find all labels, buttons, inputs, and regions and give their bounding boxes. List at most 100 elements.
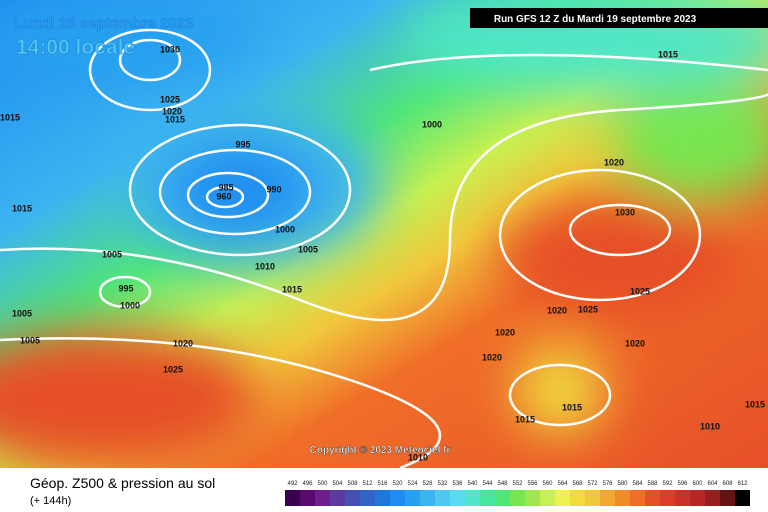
legend-title: Géop. Z500 & pression au sol: [30, 475, 215, 491]
colorbar-label: 568: [572, 481, 583, 487]
colorbar-label: 492: [287, 481, 298, 487]
isobar-label: 1020: [604, 157, 624, 167]
colorbar-label: 508: [347, 481, 358, 487]
colorbar-swatch: [360, 490, 375, 506]
colorbar-swatch: [585, 490, 600, 506]
isobar-label: 960: [216, 191, 231, 201]
colorbar-swatch: [615, 490, 630, 506]
colorbar-swatch: [735, 490, 750, 506]
colorbar-label: 552: [512, 481, 523, 487]
map-field: [0, 0, 768, 468]
colorbar-label: 592: [662, 481, 673, 487]
colorbar-swatch: [525, 490, 540, 506]
isobar-label: 1010: [408, 452, 428, 462]
colorbar-swatch: [465, 490, 480, 506]
legend-subtitle: (+ 144h): [30, 495, 71, 507]
colorbar-swatch: [420, 490, 435, 506]
isobar-label: 1010: [255, 261, 275, 271]
colorbar-swatch: [510, 490, 525, 506]
colorbar-swatch: [555, 490, 570, 506]
isobar-label: 985: [218, 182, 233, 192]
isobar-label: 1015: [0, 112, 20, 122]
isobar-label: 995: [118, 283, 133, 293]
colorbar-swatch: [705, 490, 720, 506]
colorbar-label: 576: [602, 481, 613, 487]
isobar-label: 1015: [12, 203, 32, 213]
isobar-label: 1005: [102, 249, 122, 259]
colorbar-label: 608: [722, 481, 733, 487]
colorbar-swatch: [480, 490, 495, 506]
colorbar-swatch: [660, 490, 675, 506]
colorbar-label: 604: [707, 481, 718, 487]
isobar-label: 1025: [630, 286, 650, 296]
colorbar-swatch: [600, 490, 615, 506]
colorbar-swatch: [405, 490, 420, 506]
colorbar-swatch: [645, 490, 660, 506]
isobar-label: 1015: [745, 399, 765, 409]
run-box: [470, 8, 768, 28]
isobar-label: 1015: [562, 402, 582, 412]
colorbar-label: 564: [557, 481, 568, 487]
isobar-label: 1000: [275, 224, 295, 234]
isobar-label: 1030: [160, 44, 180, 54]
colorbar-label: 532: [437, 481, 448, 487]
map-time: 14:00 locale: [16, 36, 135, 59]
colorbar-swatch: [315, 490, 330, 506]
colorbar-label: 520: [392, 481, 403, 487]
isobar-label: 990: [266, 184, 281, 194]
isobar-label: 1020: [162, 106, 182, 116]
colorbar-label: 540: [467, 481, 478, 487]
colorbar-label: 600: [692, 481, 703, 487]
isobar-label: 1030: [615, 207, 635, 217]
isobar-label: 1015: [165, 114, 185, 124]
isobar-label: 1025: [160, 94, 180, 104]
isobar-label: 1020: [173, 338, 193, 348]
isobar-label: 1000: [120, 300, 140, 310]
isobar-label: 1005: [298, 244, 318, 254]
isobar-label: 1000: [422, 119, 442, 129]
isobar-label: 1010: [700, 421, 720, 431]
colorbar-swatch: [375, 490, 390, 506]
isobar-label: 1020: [495, 327, 515, 337]
colorbar-swatch: [330, 490, 345, 506]
colorbar-label: 560: [542, 481, 553, 487]
colorbar-swatch: [390, 490, 405, 506]
colorbar-swatch: [540, 490, 555, 506]
colorbar-label: 528: [422, 481, 433, 487]
colorbar-label: 556: [527, 481, 538, 487]
colorbar-swatch: [690, 490, 705, 506]
colorbar-label: 516: [377, 481, 388, 487]
map-date: Lundi 25 septembre 2023: [14, 15, 193, 32]
colorbar-label: 504: [332, 481, 343, 487]
isobar-label: 1005: [20, 335, 40, 345]
colorbar-label: 612: [737, 481, 748, 487]
isobar-label: 1015: [515, 414, 535, 424]
colorbar-swatch: [720, 490, 735, 506]
colorbar-label: 596: [677, 481, 688, 487]
colorbar-label: 500: [317, 481, 328, 487]
isobar-label: 1020: [547, 305, 567, 315]
isobar-label: 1025: [578, 304, 598, 314]
isobar-label: 1020: [625, 338, 645, 348]
run-info: Run GFS 12 Z du Mardi 19 septembre 2023: [494, 14, 697, 25]
colorbar-swatch: [675, 490, 690, 506]
colorbar-label: 580: [617, 481, 628, 487]
colorbar-label: 524: [407, 481, 418, 487]
colorbar-swatch: [345, 490, 360, 506]
colorbar-label: 536: [452, 481, 463, 487]
colorbar-swatch: [285, 490, 300, 506]
isobar-label: 1025: [163, 364, 183, 374]
colorbar-swatch: [570, 490, 585, 506]
isobar-label: 1020: [482, 352, 502, 362]
colorbar-label: 496: [302, 481, 313, 487]
colorbar-swatch: [435, 490, 450, 506]
colorbar-label: 512: [362, 481, 373, 487]
isobar-label: 1005: [12, 308, 32, 318]
copyright: Copyright © 2023 Meteociel.fr: [310, 445, 451, 456]
colorbar-label: 584: [632, 481, 643, 487]
isobar-label: 995: [235, 139, 250, 149]
colorbar-swatch: [495, 490, 510, 506]
isobar-label: 1015: [282, 284, 302, 294]
colorbar-label: 548: [497, 481, 508, 487]
